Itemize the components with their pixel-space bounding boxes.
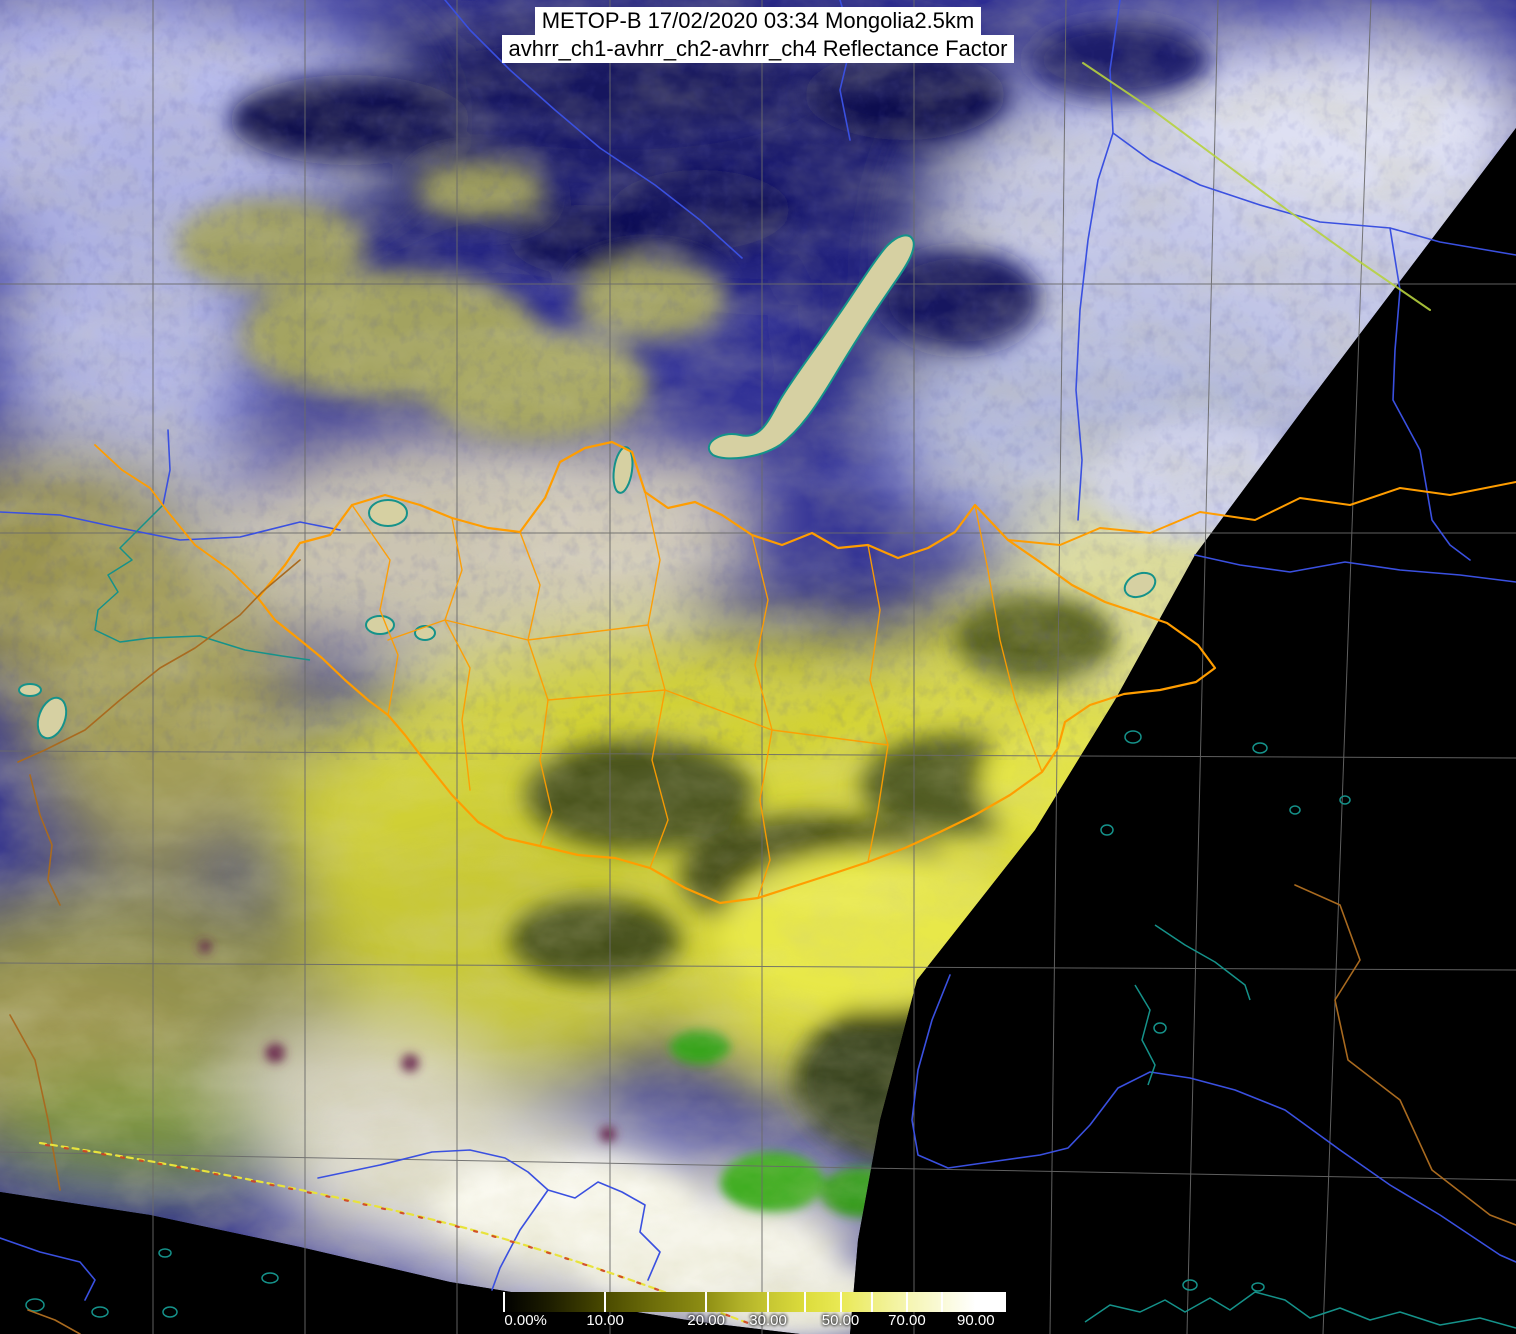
colorbar-tick [767,1292,770,1312]
image-title: METOP-B 17/02/2020 03:34 Mongolia2.5km a… [0,7,1516,63]
colorbar-tick [974,1292,977,1312]
colorbar-tick [839,1292,842,1312]
dashed-border-accent [44,1143,750,1325]
colorbar-tick [941,1292,944,1312]
reflectance-colorbar [503,1292,1006,1312]
colorbar-label: 30.00 [749,1312,787,1329]
colorbar-label: 50.00 [821,1312,860,1329]
colorbar-label: 90.00 [957,1312,995,1329]
russia-china-border [1007,481,1516,546]
colorbar-label: 0.00% [504,1312,547,1329]
lake-khovsgol [612,446,634,494]
lakes [18,234,1157,740]
colorbar-tick [905,1292,908,1312]
country-borders [9,62,1516,1334]
lake-uvs [368,499,408,527]
province-borders [351,491,1043,899]
colorbar-tick [803,1292,806,1312]
lake-baikal [707,234,915,460]
colorbar-tick [871,1292,874,1312]
no-data-wedge-southwest [0,1192,800,1334]
secondary-borders [9,559,1516,1334]
colorbar-label: 70.00 [888,1312,926,1329]
track-line [1082,62,1431,311]
colorbar-label: 10.00 [586,1312,624,1329]
border-northwest [94,444,259,599]
colorbar-labels: 0.00% 10.00 20.00 30.00 50.00 70.00 90.0… [503,1311,1006,1331]
colorbar-tick [604,1292,607,1312]
coastlines [25,504,1516,1329]
lake-hulun [1123,571,1157,599]
colorbar-label: 20.00 [687,1312,725,1329]
title-line-2: avhrr_ch1-avhrr_ch2-avhrr_ch4 Reflectanc… [501,35,1015,63]
colorbar-tick [705,1292,708,1312]
no-data-wedge-east [850,128,1516,1334]
title-line-1: METOP-B 17/02/2020 03:34 Mongolia2.5km [534,7,982,35]
colorbar-tick [503,1292,505,1312]
mongolia-border [256,440,1217,905]
